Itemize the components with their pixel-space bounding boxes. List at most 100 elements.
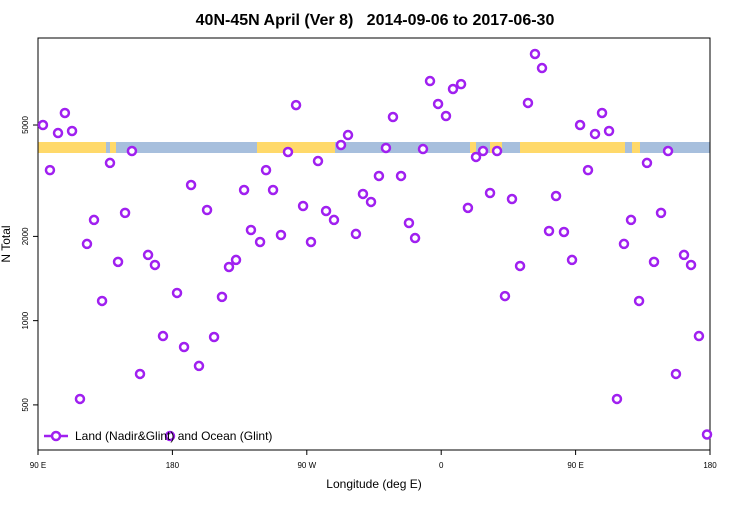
point [589,128,601,140]
point [254,236,266,248]
point [447,83,459,95]
point [112,256,124,268]
legend-label: Land (Nadir&Glint) and Ocean (Glint) [75,429,272,443]
point [670,368,682,380]
y-axis-label: N Total [0,225,13,262]
point [267,184,279,196]
point [52,127,64,139]
point [662,145,674,157]
point [618,238,630,250]
point [455,78,467,90]
point [216,291,228,303]
point [357,188,369,200]
point [536,62,548,74]
x-tick-label: 180 [166,461,180,470]
point [245,224,257,236]
plot-frame [37,37,711,451]
surface-band [38,142,710,153]
point [625,214,637,226]
point [260,164,272,176]
x-tick-label: 180 [703,461,717,470]
point [59,107,71,119]
point [387,111,399,123]
point [499,290,511,302]
point [164,430,176,442]
point [470,151,482,163]
y-tick-label: 1000 [21,311,30,329]
point [582,164,594,176]
point [633,295,645,307]
x-tick-label: 90 E [30,461,46,470]
point [149,259,161,271]
point [328,214,340,226]
point [223,261,235,273]
point [395,170,407,182]
point [342,129,354,141]
point [648,256,660,268]
point [37,119,49,131]
point [685,259,697,271]
point [335,139,347,151]
point [603,125,615,137]
point [142,249,154,261]
point [178,341,190,353]
point [297,200,309,212]
point [596,107,608,119]
point [282,146,294,158]
point [432,98,444,110]
point [193,360,205,372]
point [290,99,302,111]
x-axis-label: Longitude (deg E) [326,477,421,491]
point [417,143,429,155]
point [208,331,220,343]
point [88,214,100,226]
point [305,236,317,248]
point [409,232,421,244]
point [201,204,213,216]
point [81,238,93,250]
point [424,75,436,87]
point [230,254,242,266]
point [134,368,146,380]
y-tick-label: 500 [21,398,30,412]
y-tick-label: 5000 [21,116,30,134]
point [320,205,332,217]
point [574,119,586,131]
point [462,202,474,214]
x-tick-label: 0 [439,461,444,470]
point [44,164,56,176]
point [529,48,541,60]
point [693,330,705,342]
point [678,249,690,261]
point [641,157,653,169]
point [701,429,713,440]
point [655,207,667,219]
point [238,184,250,196]
legend-marker [50,430,62,442]
point [104,157,116,169]
point [275,229,287,241]
point [522,97,534,109]
point [484,187,496,199]
y-tick-label: 2000 [21,227,30,245]
point [185,179,197,191]
chart-title: 40N-45N April (Ver 8) 2014-09-06 to 2017… [196,12,555,29]
point [611,393,623,405]
point [550,190,562,202]
point [514,260,526,272]
point [380,142,392,154]
point [491,145,503,157]
point [119,207,131,219]
point [312,155,324,167]
point [566,254,578,266]
point [96,295,108,307]
point [440,110,452,122]
point [403,217,415,229]
point [350,228,362,240]
point [373,170,385,182]
x-tick-label: 90 E [567,461,583,470]
point [558,226,570,238]
point [543,225,555,237]
point [66,125,78,137]
